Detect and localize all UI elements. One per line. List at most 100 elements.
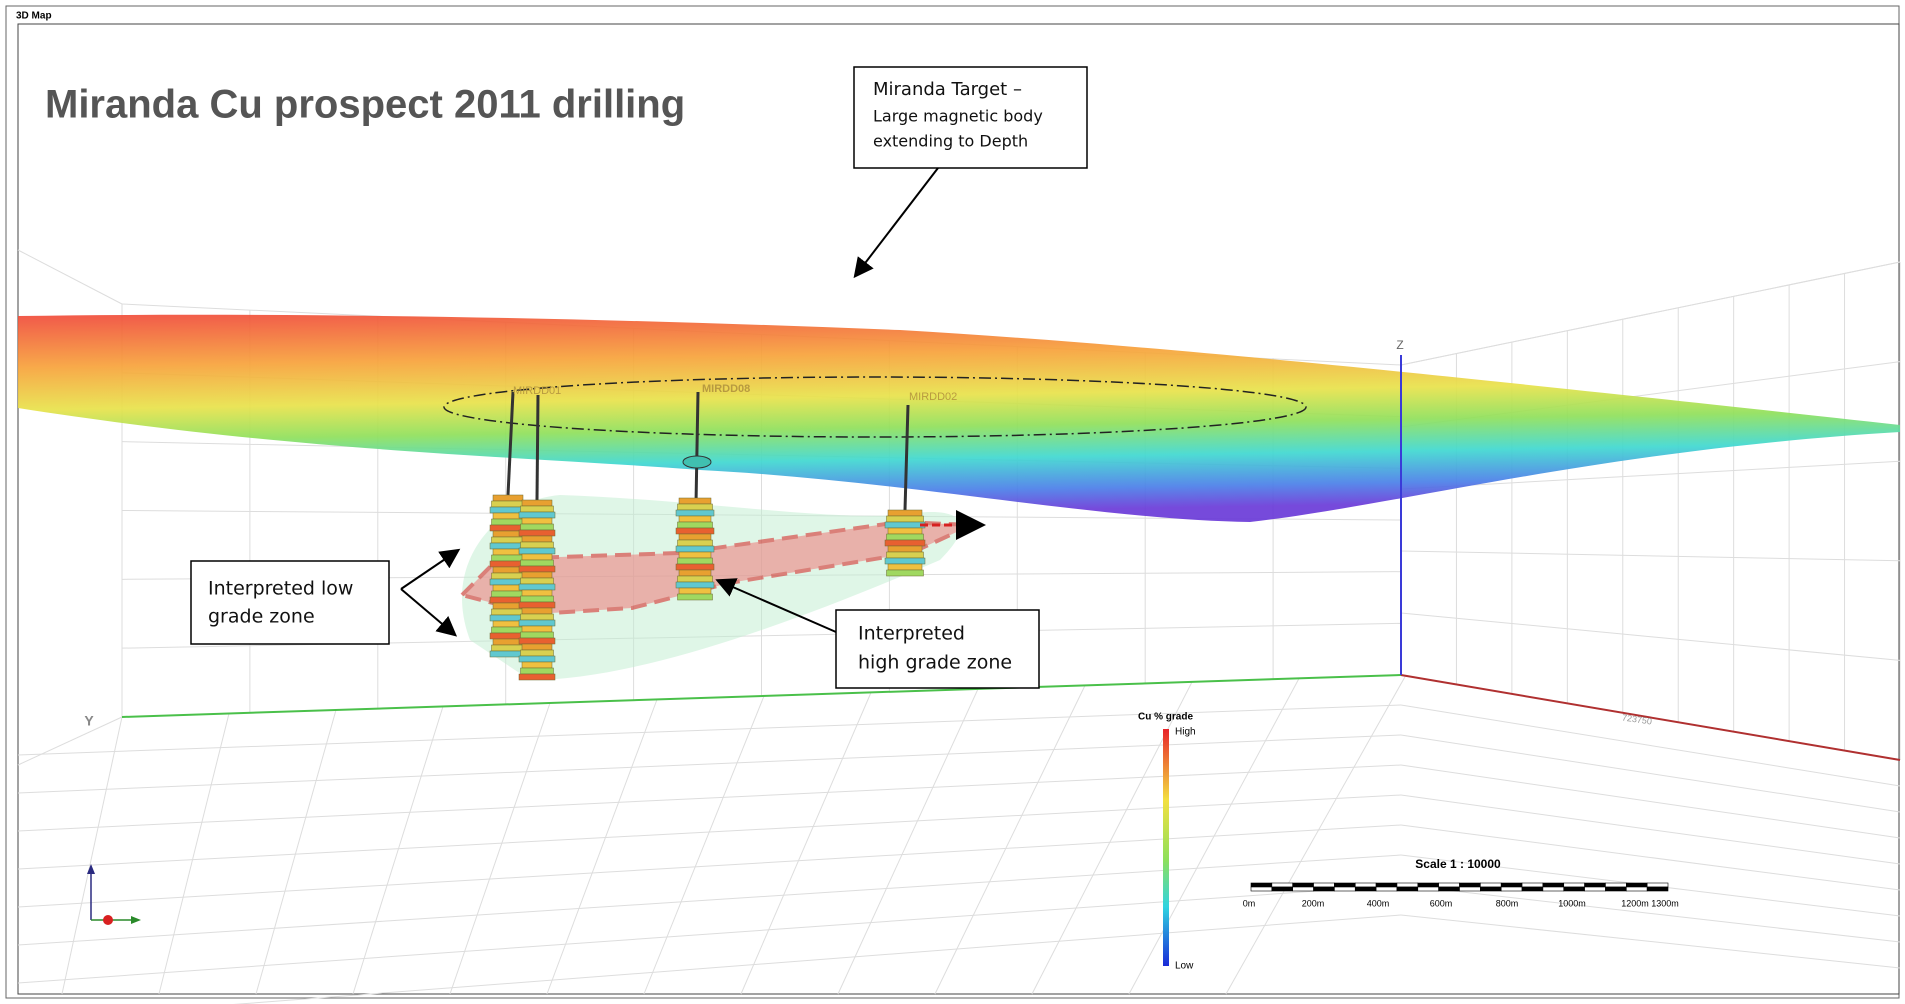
scale-label: 200m [1302,898,1325,908]
grid-line [17,854,1402,946]
scale-segment [1417,882,1439,888]
magnetic-surface [18,314,1900,522]
scale-segment [1584,882,1606,888]
scale-label: 800m [1496,898,1519,908]
high-grade-zone [458,519,973,617]
scale-label: 400m [1367,898,1390,908]
scale-label: 0m [1243,898,1256,908]
drill-interval [492,512,524,520]
drill-interval [520,541,554,549]
grid-line [740,692,872,995]
grid-line [1400,734,1901,813]
drill-interval [518,655,556,663]
drill-interval [521,499,553,507]
drill-interval [520,649,554,657]
drill-interval [678,569,712,577]
grid-line [158,713,230,995]
grid-line [1128,678,1300,995]
drill-collar [682,455,712,469]
drill-interval [518,565,556,573]
drill-interval [491,536,525,544]
drill-interval [518,619,556,627]
legend-high: High [1175,727,1196,738]
grid-line [352,706,444,995]
drill-interval [677,575,713,583]
scale-segment [1500,882,1523,888]
scale-segment [1354,886,1377,892]
scale-segment [1313,886,1335,892]
legend-title: Cu % grade [1138,712,1193,723]
drill-interval [492,494,524,502]
scale-title: Scale 1 : 10000 [1415,857,1501,871]
drill-interval [491,590,525,598]
callout-text: Interpreted low [208,578,353,600]
scale-segment [1313,882,1335,888]
drill-interval [520,577,554,585]
drill-interval [492,566,524,574]
grid-line [1400,704,1901,787]
drill-trace [506,391,515,496]
drill-interval [518,637,556,645]
scale-segment [1396,886,1419,892]
drill-interval [520,613,554,621]
scale-segment [1480,882,1502,888]
grid-line [17,824,1402,908]
drill-interval [520,667,554,675]
drill-interval [518,673,556,681]
callout-text: Large magnetic body [873,107,1043,126]
x-tick-label: 723750 [1621,712,1652,726]
drill-interval [520,595,554,603]
callout-text: high grade zone [858,652,1012,674]
scale-segment [1521,886,1544,892]
drill-interval [887,545,923,553]
drill-interval [491,626,525,634]
scale-segment [1438,886,1460,892]
drill-interval [520,559,554,567]
drill-interval [521,535,553,543]
drillholes [489,391,986,681]
grid-line [1400,550,1901,562]
drill-interval [521,517,553,525]
drill-interval [678,587,712,595]
scale-segment [1396,882,1419,888]
callout-text: grade zone [208,606,315,628]
drill-interval [491,608,525,616]
drill-interval [677,503,713,511]
grid-line [546,699,658,995]
scale-segment [1563,882,1585,888]
scale-segment [1480,886,1502,892]
grid-line [1400,914,1901,969]
drill-interval [675,527,715,535]
scale-segment [1271,882,1293,888]
grid-line [1400,884,1901,943]
map-panel [17,23,1900,995]
drill-interval [520,631,554,639]
callout-arrow [715,578,837,633]
grid-line [1400,612,1901,661]
scale-segment [1646,882,1669,888]
z-axis-label: Z [1396,338,1403,352]
drill-interval [518,529,556,537]
scale-segment [1521,882,1544,888]
scale-segment [1354,882,1377,888]
drill-interval [675,563,715,571]
grid-line [121,674,1402,718]
drill-interval [492,584,524,592]
scale-segment [1250,882,1273,888]
map-title: Miranda Cu prospect 2011 drilling [45,83,685,127]
orientation-axes [87,864,141,925]
scale-segment [1626,886,1648,892]
scale-segment [1542,886,1565,892]
scale-segment [1438,882,1460,888]
grid-line [1225,674,1407,995]
drill-interval [521,571,553,579]
drill-interval [491,644,525,652]
drill-interval [518,583,556,591]
drill-interval [492,620,524,628]
drillhole-label: MIRDD02 [909,391,957,403]
scale-segment [1459,886,1481,892]
drill-interval [884,521,926,529]
callout-text: Interpreted [858,623,965,645]
grid-line [1400,261,1901,366]
